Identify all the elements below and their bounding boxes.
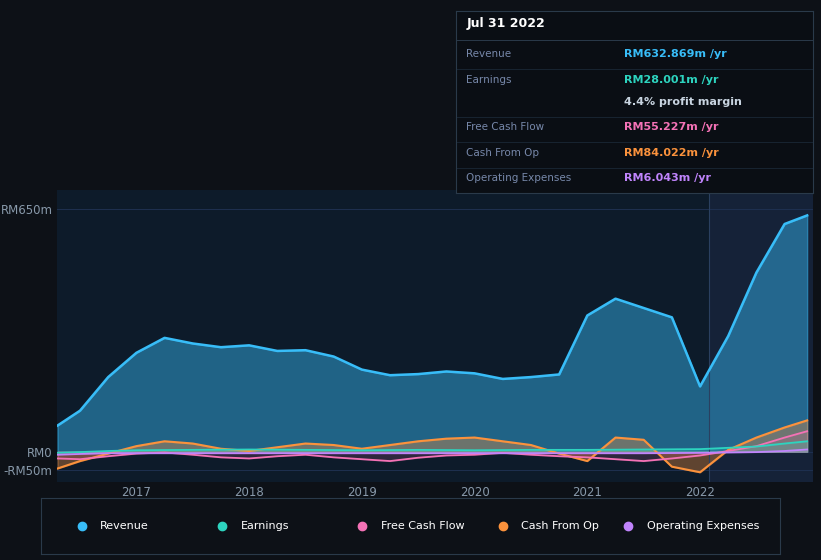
Text: RM55.227m /yr: RM55.227m /yr [623, 122, 718, 132]
Text: Revenue: Revenue [466, 49, 511, 59]
Text: Jul 31 2022: Jul 31 2022 [466, 17, 545, 30]
Text: RM28.001m /yr: RM28.001m /yr [623, 75, 718, 85]
Text: Cash From Op: Cash From Op [521, 521, 599, 531]
Text: RM632.869m /yr: RM632.869m /yr [623, 49, 727, 59]
Text: Operating Expenses: Operating Expenses [647, 521, 759, 531]
Text: Free Cash Flow: Free Cash Flow [466, 122, 544, 132]
Text: Revenue: Revenue [100, 521, 149, 531]
Text: Cash From Op: Cash From Op [466, 148, 539, 158]
Text: Earnings: Earnings [241, 521, 289, 531]
Text: RM6.043m /yr: RM6.043m /yr [623, 173, 710, 183]
Text: RM84.022m /yr: RM84.022m /yr [623, 148, 718, 158]
Bar [709, 190, 813, 482]
Text: Free Cash Flow: Free Cash Flow [381, 521, 465, 531]
Text: Operating Expenses: Operating Expenses [466, 173, 571, 183]
Text: 4.4% profit margin: 4.4% profit margin [623, 97, 741, 107]
Text: Earnings: Earnings [466, 75, 511, 85]
